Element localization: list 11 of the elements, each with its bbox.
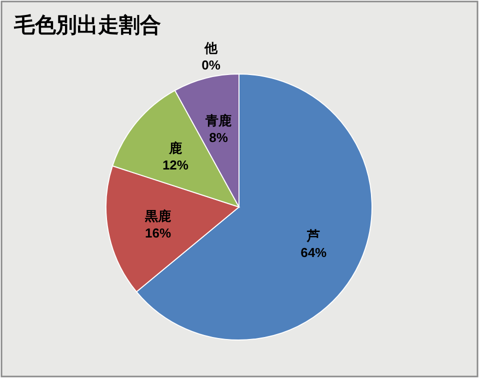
data-label: 12% — [162, 157, 189, 172]
chart-title: 毛色別出走割合 — [13, 13, 161, 37]
category-label: 他 — [204, 40, 218, 56]
slice-label: 鹿 — [168, 140, 182, 156]
data-label: 64% — [300, 245, 328, 260]
data-label: 8% — [209, 130, 228, 146]
slice-label: 芦 — [306, 228, 320, 244]
slice-label: 黒鹿 — [144, 208, 171, 224]
text: 0% — [202, 58, 220, 73]
data-label: 16% — [144, 225, 172, 240]
slice-label: 青鹿 — [204, 113, 232, 128]
